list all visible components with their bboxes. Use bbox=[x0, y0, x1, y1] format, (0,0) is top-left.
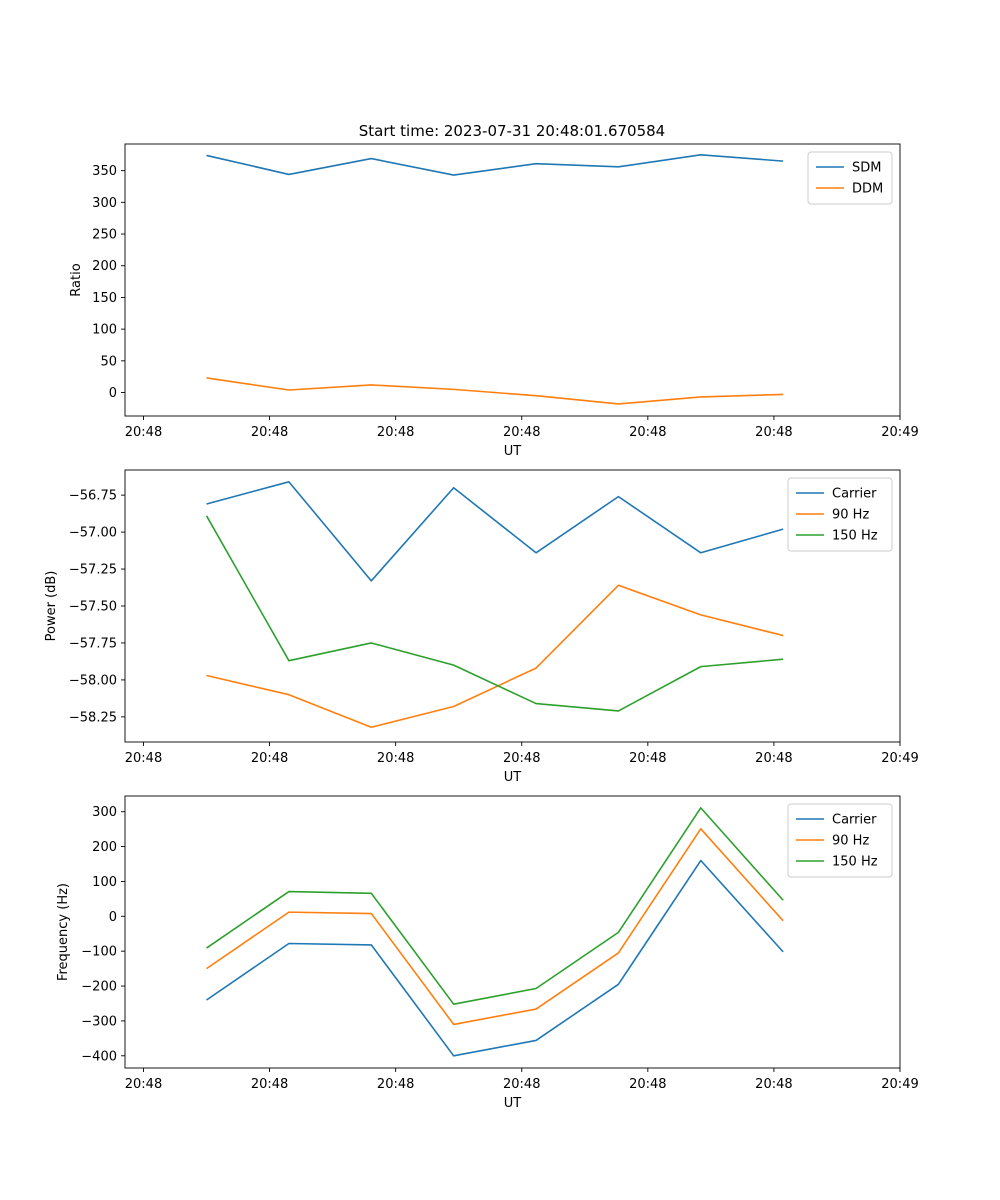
frequency-panel: 20:48 20:48 20:48 20:48 20:48 20:48 20:49 300 20… bbox=[56, 795, 919, 1111]
y-tick-label: 350 bbox=[92, 164, 117, 179]
y-tick-label: 100 bbox=[92, 875, 117, 890]
legend-label: 90 Hz bbox=[832, 508, 869, 523]
axes-frame bbox=[124, 143, 901, 417]
series-line-ddm bbox=[206, 377, 784, 405]
x-axis-label: UT bbox=[504, 444, 522, 459]
x-tick-label: 20:48 bbox=[503, 425, 540, 440]
axes-frame bbox=[124, 469, 901, 743]
legend-label: 150 Hz bbox=[832, 529, 878, 544]
x-tick-label: 20:48 bbox=[251, 425, 288, 440]
x-tick-label: 20:48 bbox=[503, 1077, 540, 1092]
legend-label: SDM bbox=[852, 161, 881, 176]
y-tick-label: −57.50 bbox=[69, 600, 117, 615]
x-tick-label: 20:48 bbox=[251, 751, 288, 766]
series-line-90-hz bbox=[206, 827, 784, 1026]
y-tick-label: 50 bbox=[100, 354, 117, 369]
x-axis-label: UT bbox=[504, 1096, 522, 1111]
x-tick-label: 20:48 bbox=[629, 425, 666, 440]
x-tick-label: 20:49 bbox=[881, 425, 918, 440]
y-tick-label: 0 bbox=[109, 910, 117, 925]
power-panel: 20:48 20:48 20:48 20:48 20:48 20:48 20:49 −56.7… bbox=[44, 469, 919, 785]
series-line-carrier bbox=[206, 859, 784, 1057]
figure-title: Start time: 2023-07-31 20:48:01.670584 bbox=[359, 122, 665, 140]
y-tick-label: −400 bbox=[81, 1049, 117, 1064]
y-tick-label: −58.25 bbox=[69, 710, 117, 725]
legend-box bbox=[787, 803, 893, 878]
axes-frame bbox=[124, 795, 901, 1069]
x-tick-label: 20:48 bbox=[125, 751, 162, 766]
x-tick-label: 20:48 bbox=[503, 751, 540, 766]
x-tick-label: 20:48 bbox=[629, 751, 666, 766]
y-tick-label: 200 bbox=[92, 259, 117, 274]
y-tick-label: −57.75 bbox=[69, 636, 117, 651]
y-tick-label: 0 bbox=[109, 386, 117, 401]
x-tick-label: 20:48 bbox=[125, 1077, 162, 1092]
y-tick-label: −57.25 bbox=[69, 563, 117, 578]
x-tick-label: 20:48 bbox=[125, 425, 162, 440]
x-tick-label: 20:48 bbox=[629, 1077, 666, 1092]
x-tick-label: 20:48 bbox=[377, 425, 414, 440]
series-line-150-hz bbox=[206, 807, 784, 1005]
legend-label: Carrier bbox=[832, 813, 877, 828]
x-tick-label: 20:48 bbox=[755, 425, 792, 440]
series-line-150-hz bbox=[205, 515, 784, 712]
y-tick-label: −300 bbox=[81, 1014, 117, 1029]
x-tick-label: 20:48 bbox=[251, 1077, 288, 1092]
series-line-carrier bbox=[206, 481, 784, 582]
y-axis-label: Ratio bbox=[69, 263, 84, 296]
legend-label: DDM bbox=[852, 182, 883, 197]
legend-box bbox=[787, 477, 893, 552]
y-axis-label: Power (dB) bbox=[44, 571, 59, 642]
x-axis-label: UT bbox=[504, 770, 522, 785]
y-tick-label: 100 bbox=[92, 323, 117, 338]
y-tick-label: 300 bbox=[92, 196, 117, 211]
legend-label: 150 Hz bbox=[832, 855, 878, 870]
legend: Carrier 90 Hz 150 Hz bbox=[787, 803, 893, 878]
y-tick-label: −100 bbox=[81, 945, 117, 960]
y-tick-label: 150 bbox=[92, 291, 117, 306]
legend-label: 90 Hz bbox=[832, 834, 869, 849]
legend-box bbox=[807, 151, 893, 205]
series-line-sdm bbox=[206, 153, 784, 176]
legend: Carrier 90 Hz 150 Hz bbox=[787, 477, 893, 552]
x-tick-label: 20:49 bbox=[881, 751, 918, 766]
y-tick-label: −200 bbox=[81, 980, 117, 995]
x-tick-label: 20:49 bbox=[881, 1077, 918, 1092]
y-tick-label: −57.00 bbox=[69, 526, 117, 541]
y-axis-label: Frequency (Hz) bbox=[56, 883, 71, 981]
ratio-panel: 20:48 20:48 20:48 20:48 20:48 20:48 20:49 0 50 10… bbox=[69, 143, 919, 459]
y-tick-label: 250 bbox=[92, 228, 117, 243]
y-tick-label: 200 bbox=[92, 840, 117, 855]
y-tick-label: −58.00 bbox=[69, 673, 117, 688]
y-tick-label: −56.75 bbox=[69, 489, 117, 504]
x-tick-label: 20:48 bbox=[377, 751, 414, 766]
series-line-90-hz bbox=[206, 584, 784, 729]
legend: SDM DDM bbox=[807, 151, 893, 205]
x-tick-label: 20:48 bbox=[377, 1077, 414, 1092]
y-tick-label: 300 bbox=[92, 805, 117, 820]
x-tick-label: 20:48 bbox=[755, 1077, 792, 1092]
x-tick-label: 20:48 bbox=[755, 751, 792, 766]
legend-label: Carrier bbox=[832, 487, 877, 502]
